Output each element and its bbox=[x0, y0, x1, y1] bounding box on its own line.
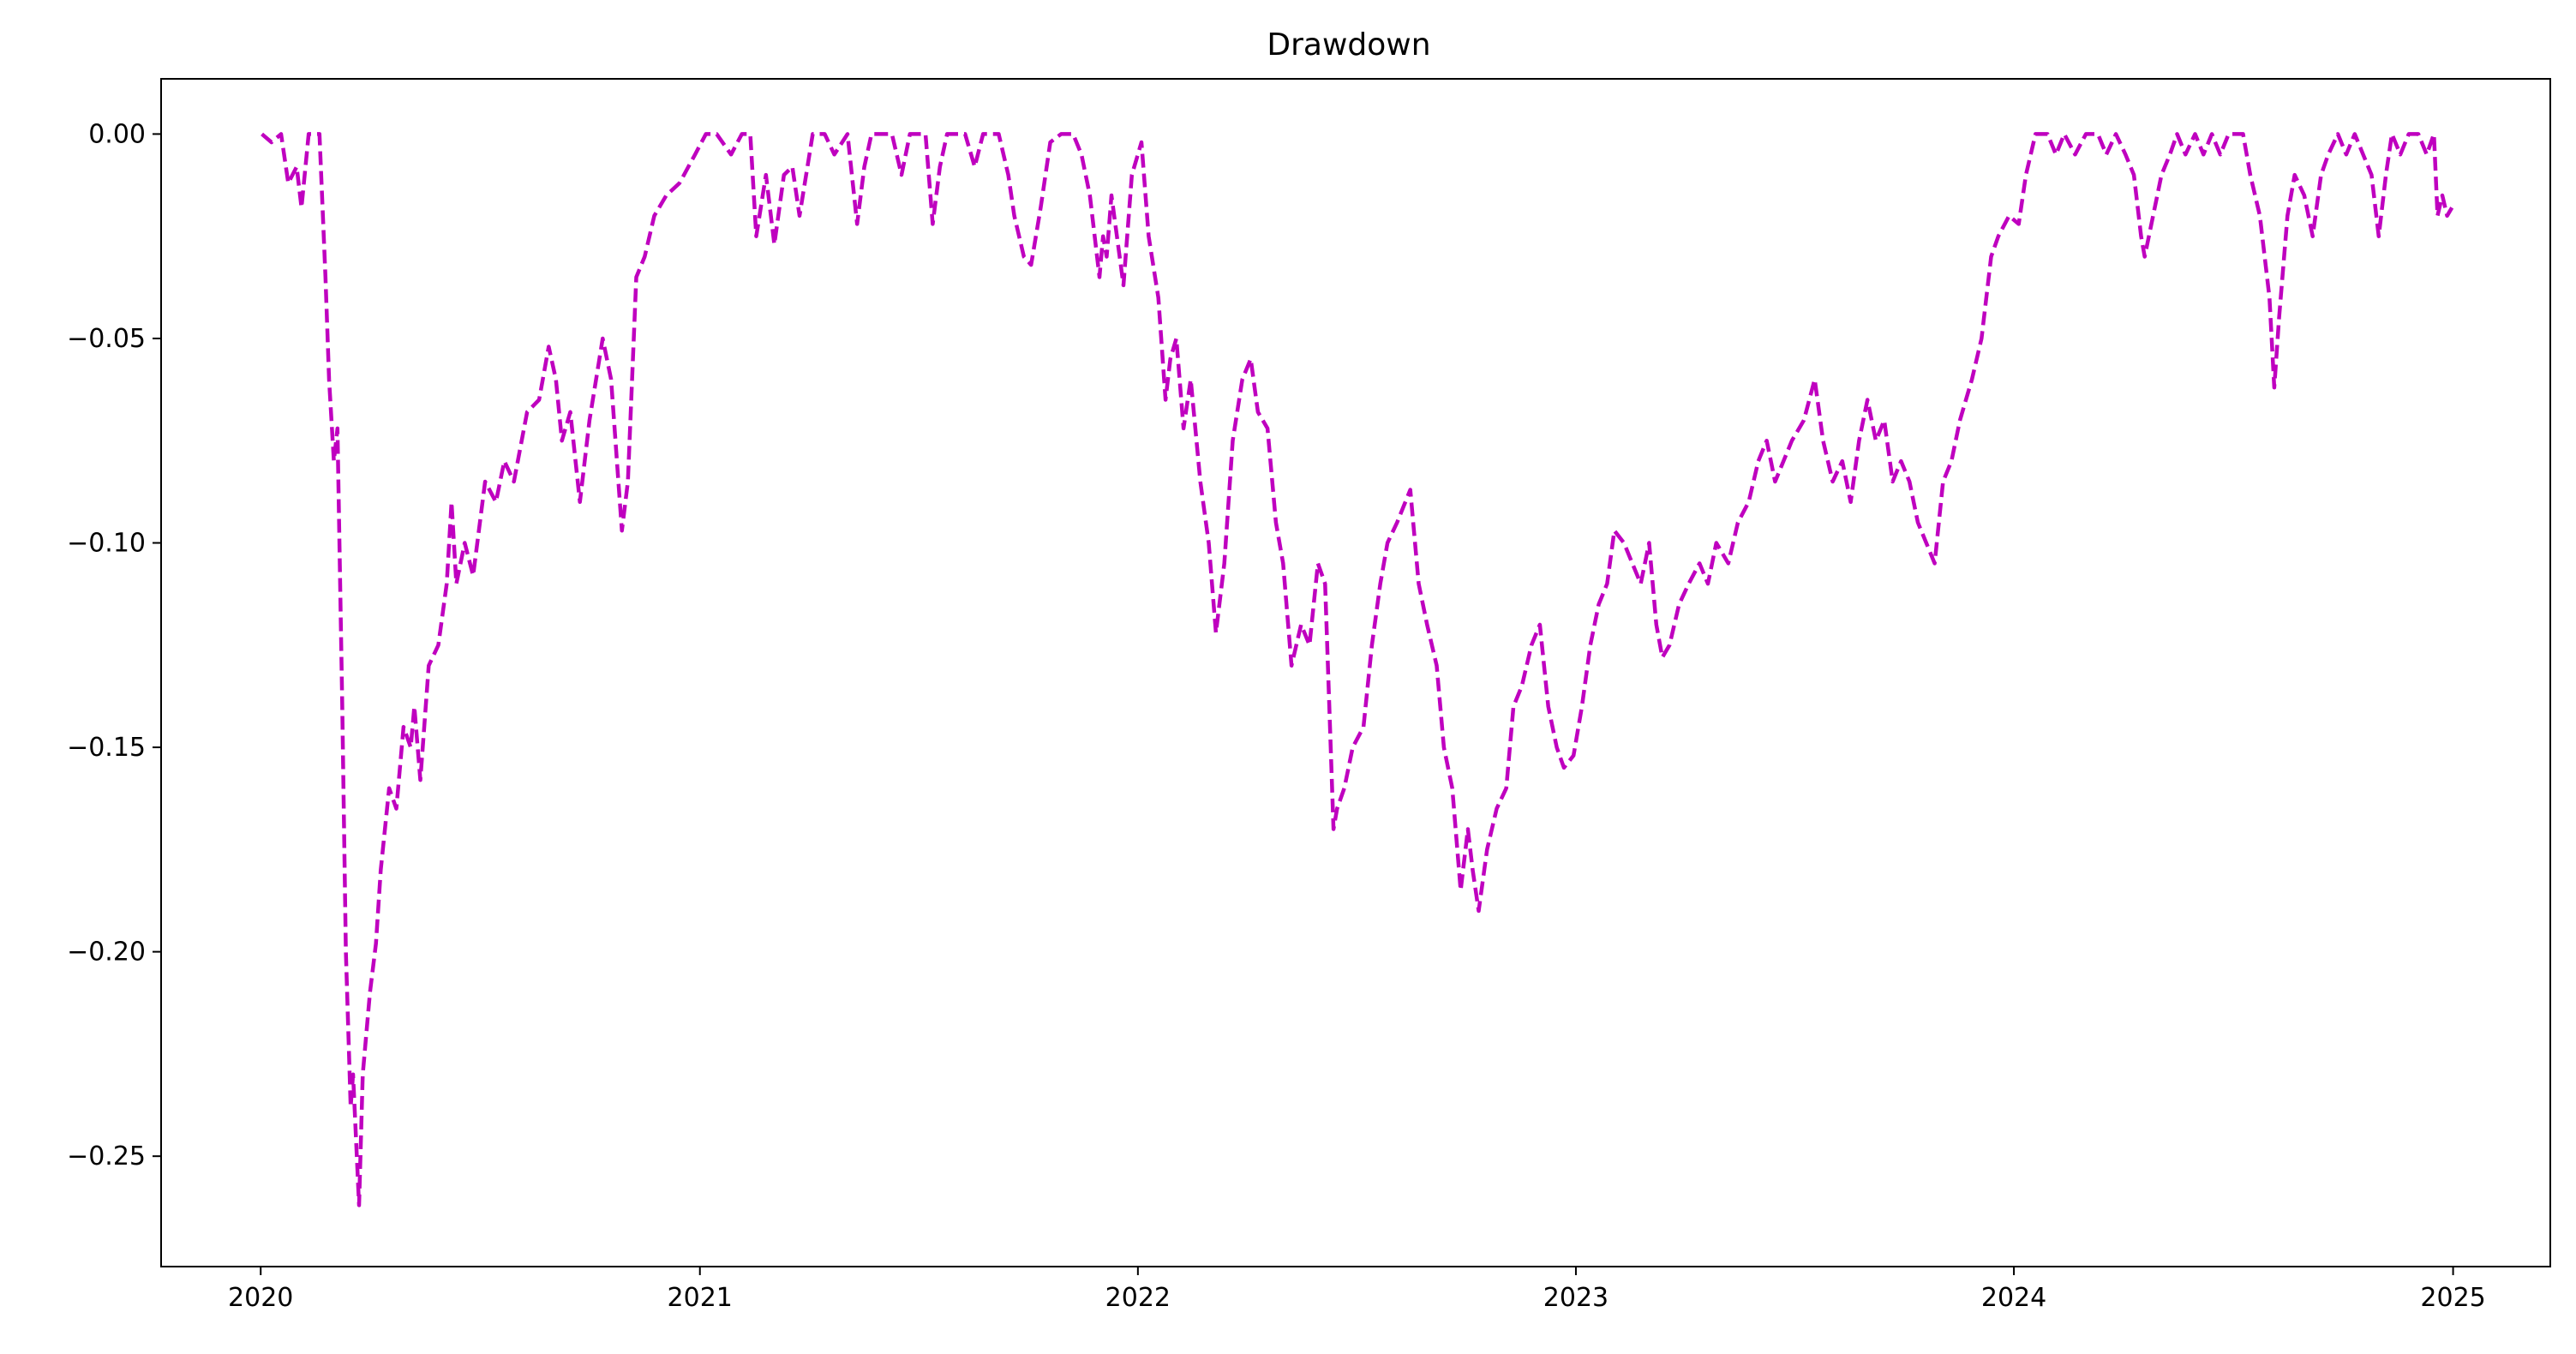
y-tick-label: −0.05 bbox=[67, 324, 146, 354]
y-tick-label: −0.20 bbox=[67, 938, 146, 968]
x-tick-label: 2022 bbox=[1105, 1283, 1171, 1313]
chart-title: Drawdown bbox=[1267, 27, 1430, 63]
x-axis: 2020 2021 2022 2023 2024 2025 bbox=[228, 1267, 2486, 1313]
x-tick-label: 2025 bbox=[2420, 1283, 2485, 1313]
x-tick-label: 2024 bbox=[1981, 1283, 2046, 1313]
x-tick-label: 2023 bbox=[1543, 1283, 1609, 1313]
x-tick-label: 2021 bbox=[668, 1283, 733, 1313]
axes-frame bbox=[160, 78, 2551, 1267]
y-tick-label: −0.10 bbox=[67, 529, 146, 559]
drawdown-series-line bbox=[261, 132, 2454, 1207]
x-tick-label: 2020 bbox=[228, 1283, 293, 1313]
y-tick-label: −0.25 bbox=[67, 1141, 146, 1171]
y-tick-label: 0.00 bbox=[88, 119, 146, 149]
y-tick-label: −0.15 bbox=[67, 733, 146, 763]
plot-area bbox=[261, 132, 2454, 1207]
y-axis: 0.00 −0.05 −0.10 −0.15 −0.20 −0.25 bbox=[67, 119, 161, 1171]
